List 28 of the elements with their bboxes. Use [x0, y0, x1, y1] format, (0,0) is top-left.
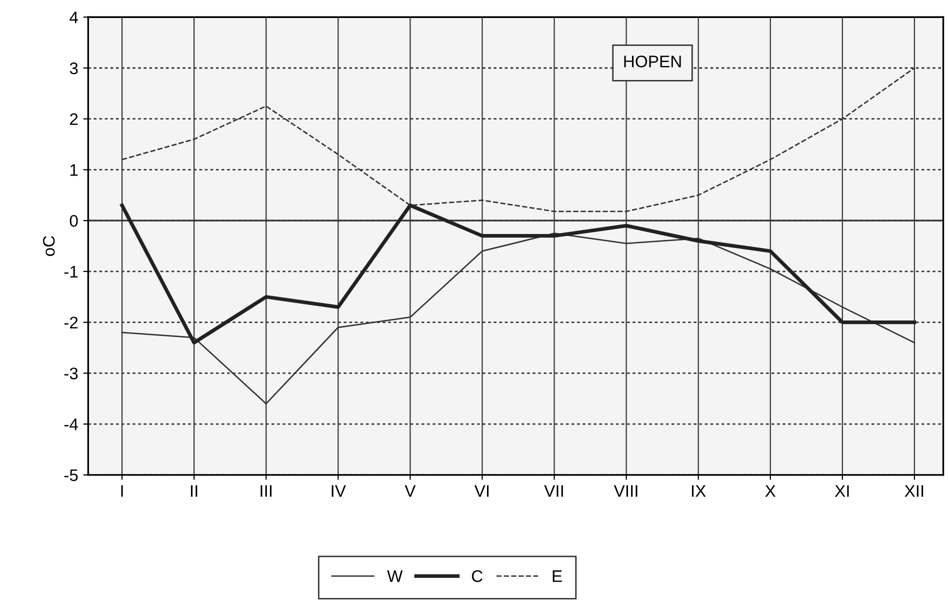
x-tick-label: II [190, 485, 198, 497]
x-tick-label: IX [692, 485, 706, 497]
legend-label: W [387, 570, 403, 582]
x-tick-label: XII [904, 485, 924, 497]
y-tick-label: 4 [70, 12, 78, 24]
legend-label: E [552, 570, 562, 582]
x-tick-label: VIII [614, 485, 638, 497]
y-tick-label: 0 [70, 214, 78, 227]
y-tick-label: 3 [70, 62, 78, 74]
x-tick-label: XI [834, 485, 849, 497]
y-axis-title: oC [42, 236, 55, 256]
x-tick-label: III [260, 485, 272, 497]
y-tick-label: -5 [64, 469, 78, 482]
x-tick-label: I [121, 485, 123, 497]
y-tick-label: 2 [70, 113, 78, 125]
y-tick-label: -4 [64, 418, 78, 430]
y-tick-label: -1 [64, 266, 78, 278]
legend-label: C [472, 570, 482, 582]
line-series [120, 204, 916, 344]
x-tick-label: VI [474, 485, 489, 497]
x-tick-label: IV [332, 485, 346, 497]
y-tick-label: -2 [64, 316, 78, 328]
x-tick-label: VII [544, 485, 563, 497]
annotation: HOPEN [624, 56, 681, 68]
y-tick-label: -3 [64, 368, 78, 380]
x-tick-label: V [404, 485, 416, 497]
x-tick-label: X [765, 485, 776, 497]
y-tick-label: 1 [70, 164, 78, 176]
